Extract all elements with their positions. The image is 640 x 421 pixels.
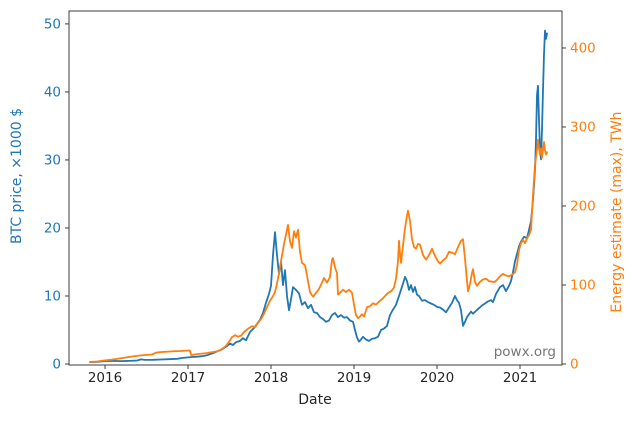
left-tick-label: 40 [44, 84, 61, 100]
right-tick-label: 0 [570, 357, 579, 373]
x-tick-label: 2021 [503, 370, 537, 386]
right-tick-label: 200 [570, 198, 596, 214]
left-tick-label: 0 [52, 357, 61, 373]
series-line-energy-estimate [89, 138, 548, 363]
right-tick-label: 100 [570, 277, 596, 293]
left-tick-label: 10 [44, 288, 61, 304]
left-axis-title: BTC price, ×1000 $ [9, 107, 25, 245]
right-tick-label: 300 [570, 119, 596, 135]
x-tick-label: 2020 [420, 370, 454, 386]
right-tick-label: 400 [570, 40, 596, 56]
plot-border [68, 10, 563, 366]
left-tick-label: 30 [44, 152, 61, 168]
x-axis-title: Date [298, 392, 332, 408]
left-tick-label: 20 [44, 220, 61, 236]
x-tick-label: 2019 [337, 370, 371, 386]
x-tick-label: 2016 [88, 370, 122, 386]
x-tick-label: 2017 [171, 370, 205, 386]
watermark: powx.org [493, 344, 556, 360]
x-tick-label: 2018 [254, 370, 288, 386]
left-tick-label: 50 [44, 16, 61, 32]
right-axis-title: Energy estimate (max), TWh [609, 111, 625, 313]
series-line-btc-price [89, 29, 548, 363]
